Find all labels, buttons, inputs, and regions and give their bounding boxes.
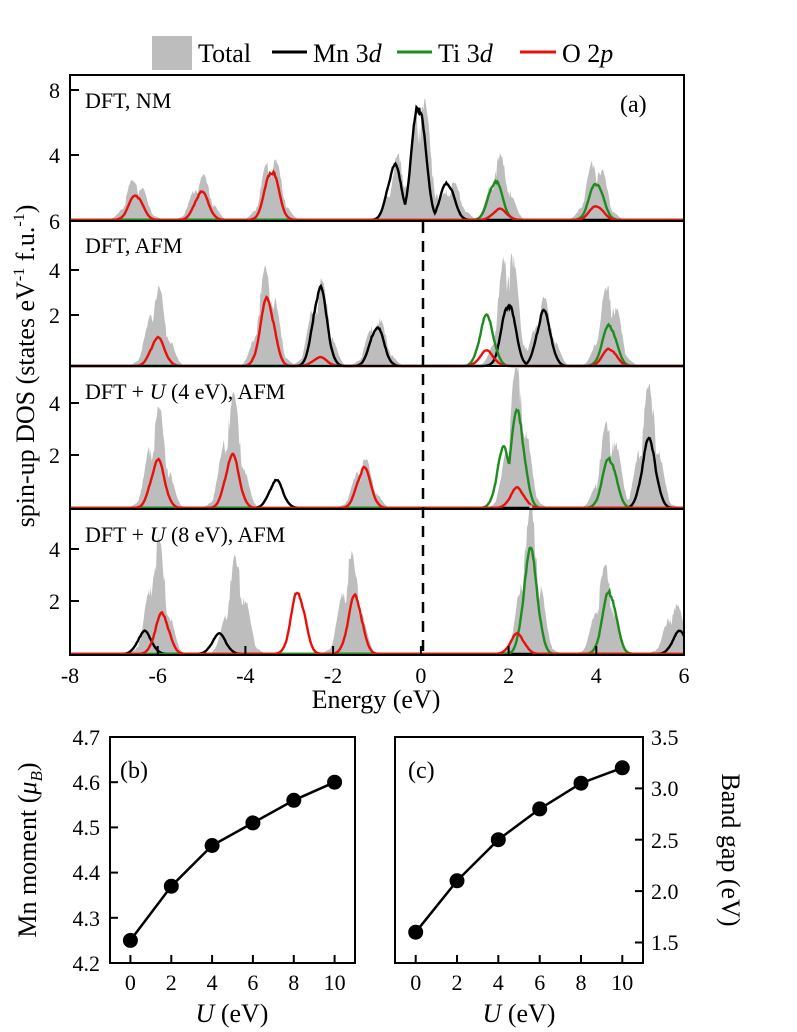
ytick-label: 4	[49, 391, 60, 416]
ytick-label: 4.2	[73, 951, 101, 976]
ytick-label: 4.5	[73, 815, 101, 840]
xtick-label: 0	[125, 970, 136, 995]
xtick-label: 10	[611, 970, 633, 995]
legend: Total Mn 3d Ti 3d O 2p	[152, 36, 613, 70]
dos-total-area-4	[70, 503, 684, 654]
xtick-label: 2	[503, 663, 514, 688]
xtick-label: 10	[324, 970, 346, 995]
xtick-label: 6	[247, 970, 258, 995]
panel-a-xticks	[69, 646, 685, 655]
xtick-label: 8	[288, 970, 299, 995]
mn-moment-line	[129, 781, 336, 942]
panel-c-frame	[394, 736, 644, 964]
mn-moment-point	[327, 774, 343, 790]
mn-moment-point	[204, 838, 220, 853]
ytick-label: 4.3	[73, 906, 101, 931]
band-gap-point	[408, 924, 424, 940]
xtick-label: -4	[236, 663, 254, 688]
panel-c-yticks	[635, 736, 643, 944]
subplot-label-3: DFT + U (4 eV), AFM	[85, 379, 285, 404]
panel-b-mn-moment: 4.7 4.6 4.5 4.4 4.3 4.2 0 2 4 6 8 10 (b)…	[13, 725, 356, 1028]
panel-c-xticks	[414, 955, 624, 963]
legend-swatch-total	[152, 36, 192, 70]
band-gap-point	[490, 832, 506, 848]
subplot-label-2: DFT, AFM	[85, 233, 182, 258]
panel-a-ylabel: spin-up DOS (states eV-1 f.u.-1)	[11, 205, 40, 528]
band-gap-line	[414, 766, 623, 933]
ytick-label: 8	[49, 78, 60, 103]
panel-a-label: (a)	[620, 92, 647, 118]
xtick-label: -6	[149, 663, 167, 688]
xtick-label: -2	[324, 663, 342, 688]
panel-b-yticks	[110, 736, 118, 964]
ytick-label: 4	[49, 143, 60, 168]
panel-b-series	[122, 774, 343, 948]
xtick-label: 2	[166, 970, 177, 995]
mn-moment-point	[245, 815, 261, 831]
ytick-label: 2	[49, 443, 60, 468]
ytick-label: 4	[49, 258, 60, 283]
panel-c-band-gap: 3.5 3.0 2.5 2.0 1.5 0 2 4 6 8 10 (c) U (…	[394, 725, 745, 1028]
ytick-label: 3.5	[651, 725, 679, 750]
band-gap-point	[532, 801, 548, 817]
mn-moment-point	[122, 932, 138, 948]
xtick-label: 2	[452, 970, 463, 995]
xtick-label: 0	[415, 663, 426, 688]
xtick-label: 6	[679, 663, 690, 688]
dos-total-area-1	[70, 98, 684, 220]
ytick-label: 2	[49, 589, 60, 614]
band-gap-point	[573, 775, 589, 791]
subplot-label-4: DFT + U (8 eV), AFM	[85, 522, 285, 547]
xtick-label: 4	[591, 663, 602, 688]
legend-label-o: O 2p	[562, 39, 613, 68]
xtick-label: 4	[207, 970, 218, 995]
dos-series-layer	[70, 98, 686, 656]
band-gap-point	[614, 760, 630, 776]
ytick-label: 4.4	[73, 860, 101, 885]
dos-total-area-2	[70, 253, 684, 366]
xtick-label: 4	[493, 970, 504, 995]
panel-a-dos: 8 4 6 4 2 4 2 4 2 -8 -6 -4 -2 0 2 4 6 DF…	[11, 74, 690, 714]
ytick-label: 3.0	[651, 776, 679, 801]
panel-b-xlabel: U (eV)	[196, 999, 269, 1028]
xtick-label: 8	[576, 970, 587, 995]
legend-label-ti: Ti 3d	[438, 39, 494, 68]
ytick-label: 4	[49, 537, 60, 562]
legend-label-mn: Mn 3d	[313, 39, 383, 68]
panel-b-label: (b)	[120, 758, 148, 784]
ytick-label: 1.5	[651, 930, 679, 955]
panel-b-ylabel: Mn moment (μB)	[13, 762, 46, 937]
panel-c-series	[408, 760, 630, 940]
ytick-label: 2.5	[651, 828, 679, 853]
panel-a-xlabel: Energy (eV)	[312, 685, 441, 714]
subplot-label-1: DFT, NM	[85, 88, 171, 113]
ytick-label: 6	[49, 209, 60, 234]
subplot-frame-4	[69, 508, 685, 656]
band-gap-point	[449, 873, 465, 889]
ytick-label: 2	[49, 303, 60, 328]
xtick-label: 0	[410, 970, 421, 995]
ytick-label: 2.0	[651, 879, 679, 904]
panel-a-yticks	[70, 89, 79, 602]
panel-b-xticks	[129, 955, 336, 963]
dos-total-area-3	[70, 363, 684, 508]
ytick-label: 4.7	[73, 725, 101, 750]
panel-c-label: (c)	[408, 758, 435, 784]
mn-moment-point	[163, 878, 179, 894]
xtick-label: -8	[61, 663, 79, 688]
xtick-label: 6	[534, 970, 545, 995]
panel-c-xlabel: U (eV)	[483, 999, 556, 1028]
panel-b-frame	[109, 736, 356, 964]
mn-moment-point	[286, 792, 302, 808]
ytick-label: 4.6	[73, 770, 101, 795]
panel-c-ylabel: Band gap (eV)	[716, 773, 745, 926]
legend-label-total: Total	[198, 39, 251, 68]
